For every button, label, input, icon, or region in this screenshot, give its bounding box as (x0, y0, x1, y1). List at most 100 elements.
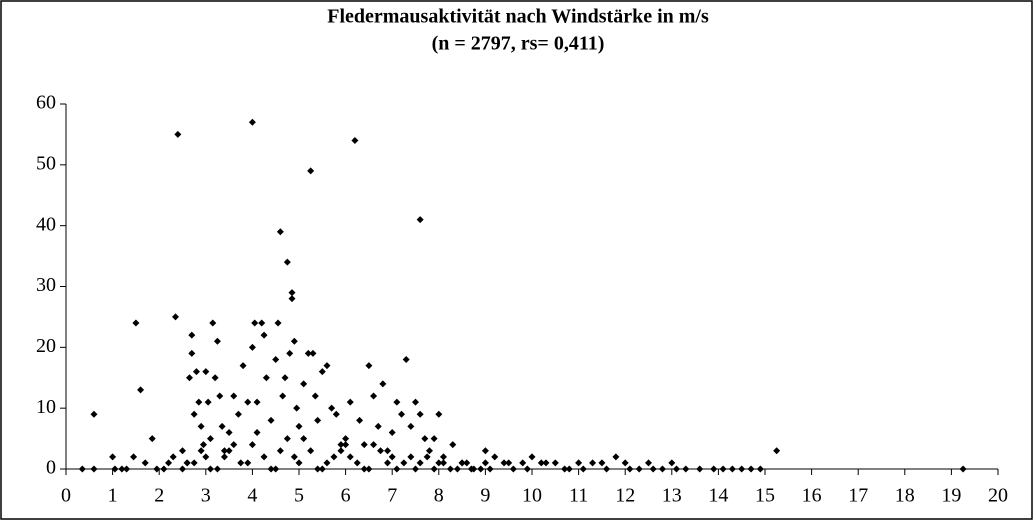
point (575, 459, 583, 467)
point (346, 453, 354, 461)
point (213, 465, 221, 473)
point (237, 459, 245, 467)
point (286, 349, 294, 357)
point (179, 447, 186, 455)
point (230, 392, 238, 400)
point (78, 465, 86, 473)
point (244, 398, 252, 406)
point (300, 380, 308, 388)
point (342, 435, 350, 443)
point (172, 313, 180, 321)
point (353, 459, 361, 467)
point (111, 465, 119, 473)
point (290, 453, 298, 461)
point (425, 447, 433, 455)
point (288, 295, 296, 303)
point (458, 459, 466, 467)
point (621, 459, 629, 467)
x-tick-label: 0 (61, 485, 71, 507)
point (323, 362, 331, 370)
point (220, 453, 228, 461)
point (696, 465, 704, 473)
point (370, 392, 378, 400)
point (446, 465, 454, 473)
x-tick-label: 4 (247, 485, 257, 507)
point (672, 465, 680, 473)
point (225, 447, 233, 455)
point (649, 465, 657, 473)
point (519, 459, 527, 467)
point (626, 465, 634, 473)
point (165, 459, 173, 467)
point (137, 386, 145, 394)
point (283, 258, 291, 266)
point (416, 216, 424, 224)
point (959, 465, 967, 473)
point (351, 137, 359, 144)
point (421, 435, 429, 443)
y-tick-label: 30 (36, 274, 56, 296)
point (267, 416, 275, 424)
point (290, 337, 298, 345)
point (185, 374, 193, 382)
point (416, 459, 424, 467)
point (337, 447, 345, 455)
point (330, 453, 338, 461)
point (645, 459, 652, 467)
point (603, 465, 611, 473)
point (295, 459, 303, 467)
y-tick-label: 50 (36, 152, 56, 174)
point (239, 362, 247, 370)
point (423, 453, 431, 461)
point (430, 465, 438, 473)
point (234, 410, 242, 418)
point (523, 465, 531, 473)
y-tick-label: 0 (46, 457, 56, 479)
point (272, 356, 280, 363)
point (213, 337, 221, 345)
point (248, 343, 256, 351)
point (190, 410, 198, 418)
point (281, 374, 289, 382)
point (216, 392, 224, 400)
point (283, 435, 291, 443)
point (211, 374, 219, 382)
point (710, 465, 718, 473)
point (260, 453, 268, 461)
point (365, 362, 373, 370)
point (500, 459, 508, 467)
y-tick-label: 40 (36, 213, 56, 235)
point (204, 398, 212, 406)
point (486, 465, 494, 473)
point (253, 398, 261, 406)
point (589, 459, 597, 467)
point (470, 465, 478, 473)
point (190, 459, 198, 467)
point (293, 404, 301, 412)
x-tick-label: 20 (988, 485, 1008, 507)
point (225, 429, 233, 436)
x-tick-label: 8 (434, 485, 444, 507)
point (197, 447, 205, 455)
x-tick-label: 17 (848, 485, 868, 507)
y-tick-label: 60 (36, 92, 56, 114)
point (356, 416, 364, 424)
point (202, 368, 210, 376)
point (612, 453, 620, 461)
point (307, 167, 315, 175)
point (197, 422, 205, 430)
point (118, 465, 126, 473)
chart-title: Fledermausaktivität nach Windstärke in m… (327, 6, 709, 28)
point (388, 429, 396, 436)
point (272, 465, 280, 473)
point (311, 392, 319, 400)
point (481, 459, 489, 467)
point (160, 465, 168, 473)
point (551, 459, 559, 467)
point (412, 465, 419, 473)
point (435, 410, 443, 418)
point (384, 459, 392, 467)
point (728, 465, 736, 473)
